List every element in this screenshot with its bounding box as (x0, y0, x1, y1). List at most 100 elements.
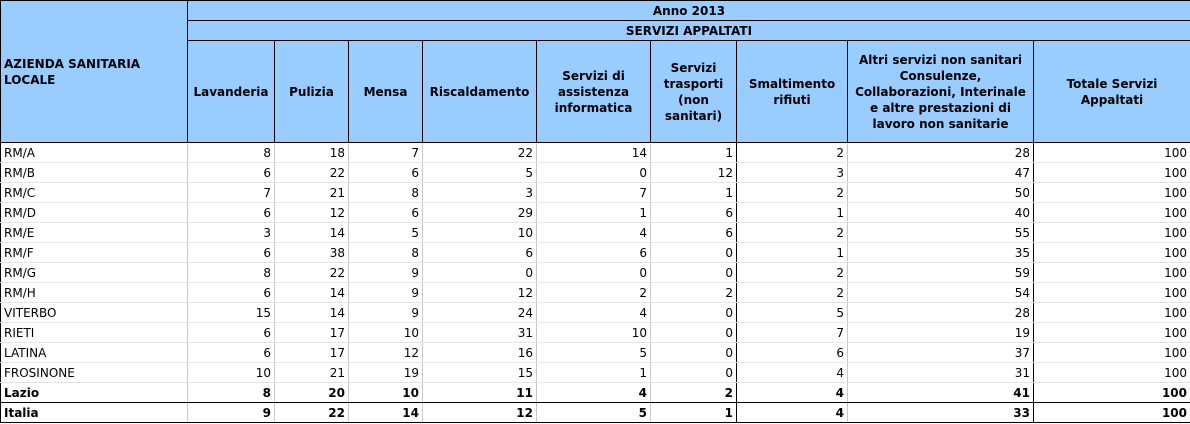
table-cell: 0 (536, 262, 651, 283)
table-cell: 22 (274, 162, 349, 183)
table-cell: 6 (187, 242, 275, 263)
row-label: RM/E (0, 222, 188, 243)
table-cell: 14 (274, 222, 349, 243)
table-cell: 0 (422, 262, 537, 283)
col-header: Totale Servizi Appaltati (1033, 40, 1190, 143)
table-cell: 6 (736, 342, 848, 363)
table-cell: 31 (847, 362, 1034, 383)
table-cell: 6 (650, 222, 737, 243)
table-cell: 2 (650, 282, 737, 303)
total-row: Lazio 8 20 10 11 4 2 4 41 100 (0, 382, 1190, 403)
table-cell: 12 (274, 202, 349, 223)
table-cell: 41 (847, 382, 1034, 403)
table-cell: 14 (274, 302, 349, 323)
table-row: RM/E 3 14 5 10 4 6 2 55 100 (0, 222, 1190, 243)
table-row: RM/B 6 22 6 5 0 12 3 47 100 (0, 162, 1190, 183)
table-cell: 5 (348, 222, 423, 243)
table-cell: 20 (274, 382, 349, 403)
table-cell: 24 (422, 302, 537, 323)
row-label: LATINA (0, 342, 188, 363)
table-cell: 7 (736, 322, 848, 343)
table-cell: 2 (650, 382, 737, 403)
table-cell: 0 (536, 162, 651, 183)
table-cell: 2 (736, 282, 848, 303)
table-cell: 22 (274, 262, 349, 283)
table-cell: 12 (422, 402, 537, 423)
table-cell: 6 (187, 282, 275, 303)
table-row: RM/C 7 21 8 3 7 1 2 50 100 (0, 182, 1190, 203)
table-cell: 17 (274, 342, 349, 363)
table-cell: 9 (187, 402, 275, 423)
year-header: Anno 2013 (187, 0, 1190, 21)
table-cell: 6 (187, 322, 275, 343)
table-cell: 1 (536, 202, 651, 223)
table-row: FROSINONE 10 21 19 15 1 0 4 31 100 (0, 362, 1190, 383)
table-cell: 15 (422, 362, 537, 383)
table-cell: 7 (348, 142, 423, 163)
table-cell: 3 (422, 182, 537, 203)
table-cell: 50 (847, 182, 1034, 203)
table-cell: 6 (536, 242, 651, 263)
table-cell: 4 (736, 402, 848, 423)
table-cell: 2 (736, 222, 848, 243)
table-cell: 5 (536, 342, 651, 363)
table-cell: 19 (348, 362, 423, 383)
table-cell: 0 (650, 362, 737, 383)
table-row: LATINA 6 17 12 16 5 0 6 37 100 (0, 342, 1190, 363)
table-cell: 11 (422, 382, 537, 403)
table-cell: 8 (348, 182, 423, 203)
table-cell: 8 (348, 242, 423, 263)
table-cell: 55 (847, 222, 1034, 243)
table-cell: 100 (1033, 282, 1190, 303)
table-cell: 22 (274, 402, 349, 423)
table-cell: 35 (847, 242, 1034, 263)
col-header: Riscaldamento (422, 40, 537, 143)
table-cell: 8 (187, 142, 275, 163)
table-cell: 100 (1033, 342, 1190, 363)
table-row: VITERBO 15 14 9 24 4 0 5 28 100 (0, 302, 1190, 323)
table-cell: 14 (536, 142, 651, 163)
table-cell: 1 (650, 402, 737, 423)
row-label: Lazio (0, 382, 188, 403)
table-cell: 100 (1033, 382, 1190, 403)
table-cell: 8 (187, 382, 275, 403)
table-cell: 1 (650, 182, 737, 203)
row-label: FROSINONE (0, 362, 188, 383)
table-cell: 6 (422, 242, 537, 263)
table-cell: 12 (650, 162, 737, 183)
table-cell: 5 (422, 162, 537, 183)
table-cell: 8 (187, 262, 275, 283)
table-cell: 54 (847, 282, 1034, 303)
table-cell: 6 (187, 202, 275, 223)
table-cell: 7 (187, 182, 275, 203)
table-cell: 6 (650, 202, 737, 223)
table-cell: 18 (274, 142, 349, 163)
table-cell: 29 (422, 202, 537, 223)
group-header: SERVIZI APPALTATI (187, 20, 1190, 41)
table-cell: 1 (650, 142, 737, 163)
table-cell: 16 (422, 342, 537, 363)
table-cell: 4 (536, 302, 651, 323)
table-cell: 1 (736, 202, 848, 223)
table-cell: 2 (736, 142, 848, 163)
table-cell: 2 (536, 282, 651, 303)
table-cell: 9 (348, 282, 423, 303)
col-header: Servizi trasporti (non sanitari) (650, 40, 737, 143)
table-cell: 100 (1033, 322, 1190, 343)
table-row: RM/G 8 22 9 0 0 0 2 59 100 (0, 262, 1190, 283)
table-cell: 100 (1033, 402, 1190, 423)
table-cell: 100 (1033, 182, 1190, 203)
table-cell: 10 (536, 322, 651, 343)
table-cell: 5 (536, 402, 651, 423)
row-label: RM/C (0, 182, 188, 203)
table-row: RM/H 6 14 9 12 2 2 2 54 100 (0, 282, 1190, 303)
table-cell: 28 (847, 142, 1034, 163)
table-cell: 0 (650, 262, 737, 283)
col-header: Smaltimento rifiuti (736, 40, 848, 143)
row-label: RM/B (0, 162, 188, 183)
table-cell: 12 (348, 342, 423, 363)
table-cell: 9 (348, 302, 423, 323)
table-cell: 37 (847, 342, 1034, 363)
table-cell: 21 (274, 182, 349, 203)
table-cell: 4 (536, 222, 651, 243)
